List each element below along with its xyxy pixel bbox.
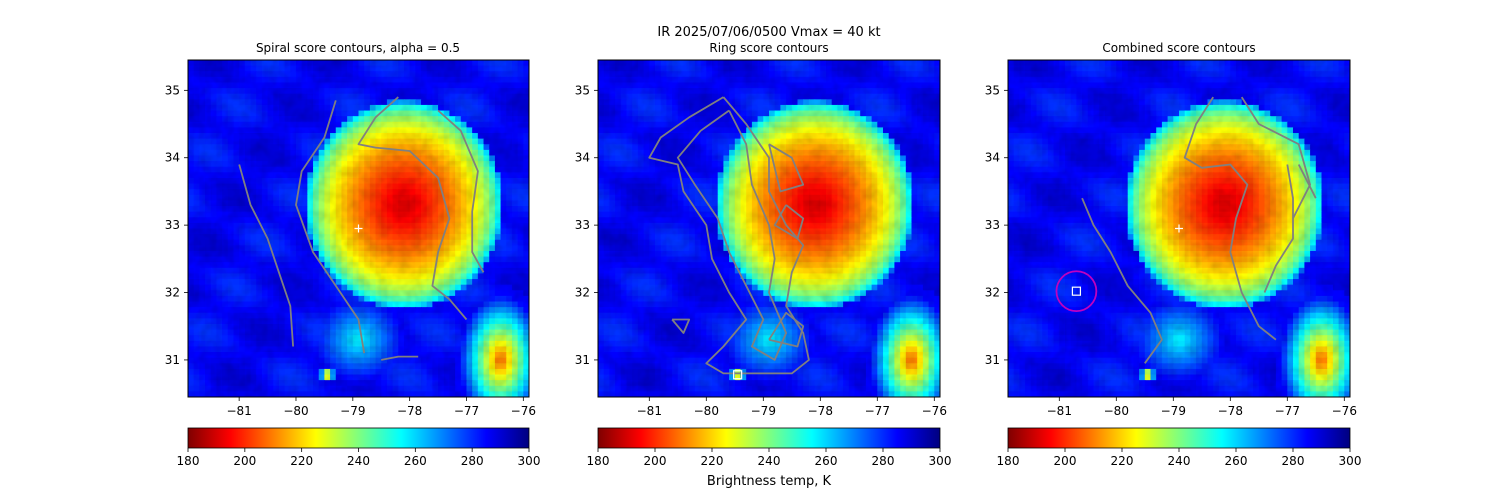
- spiral-contours: [238, 96, 485, 361]
- contour-line: [295, 100, 366, 354]
- ir-heatmap: [188, 60, 529, 397]
- contour-line: [238, 164, 294, 347]
- y-tick-label: 31: [165, 353, 180, 367]
- colorbar-tick-label: 300: [518, 454, 541, 468]
- colorbar-tick-label: 240: [347, 454, 370, 468]
- x-tick-label: −80: [283, 404, 308, 418]
- y-tick-label: 32: [165, 286, 180, 300]
- colorbar-tick-label: 220: [290, 454, 313, 468]
- panel-ring: Ring score contours −81 −80 −79 −78 −77 −76 3…: [575, 41, 952, 489]
- colorbar-tick-label: 280: [461, 454, 484, 468]
- colorbar-tick-label: 180: [177, 454, 200, 468]
- panel-title: Ring score contours: [709, 41, 828, 55]
- panel-title: Spiral score contours, alpha = 0.5: [256, 41, 460, 55]
- contour-line: [437, 109, 485, 273]
- colorbar: 180 200 220 240 260 280 300: [177, 427, 541, 468]
- contour-line: [381, 355, 419, 361]
- y-tick-label: 34: [165, 151, 180, 165]
- x-tick-label: −81: [226, 404, 251, 418]
- x-tick-label: −78: [397, 404, 422, 418]
- colorbar-tick-label: 200: [233, 454, 256, 468]
- y-tick-label: 33: [165, 218, 180, 232]
- figure-suptitle: IR 2025/07/06/0500 Vmax = 40 kt: [657, 25, 880, 40]
- plot-frame: [187, 59, 530, 398]
- x-tick-label: −76: [511, 404, 536, 418]
- colorbar-tick-label: 260: [404, 454, 427, 468]
- x-axis: −81 −80 −79 −78 −77 −76: [226, 397, 536, 418]
- center-plus-marker: [354, 224, 363, 233]
- x-tick-label: −77: [454, 404, 479, 418]
- colorbar-gradient: [187, 427, 530, 449]
- markers: [354, 224, 363, 233]
- y-axis: 31 32 33 34 35: [165, 83, 188, 367]
- y-tick-label: 35: [165, 83, 180, 97]
- contour-line: [357, 96, 468, 321]
- panel-spiral: Spiral score contours, alpha = 0.5 −81 −8…: [165, 41, 541, 468]
- x-tick-label: −79: [340, 404, 365, 418]
